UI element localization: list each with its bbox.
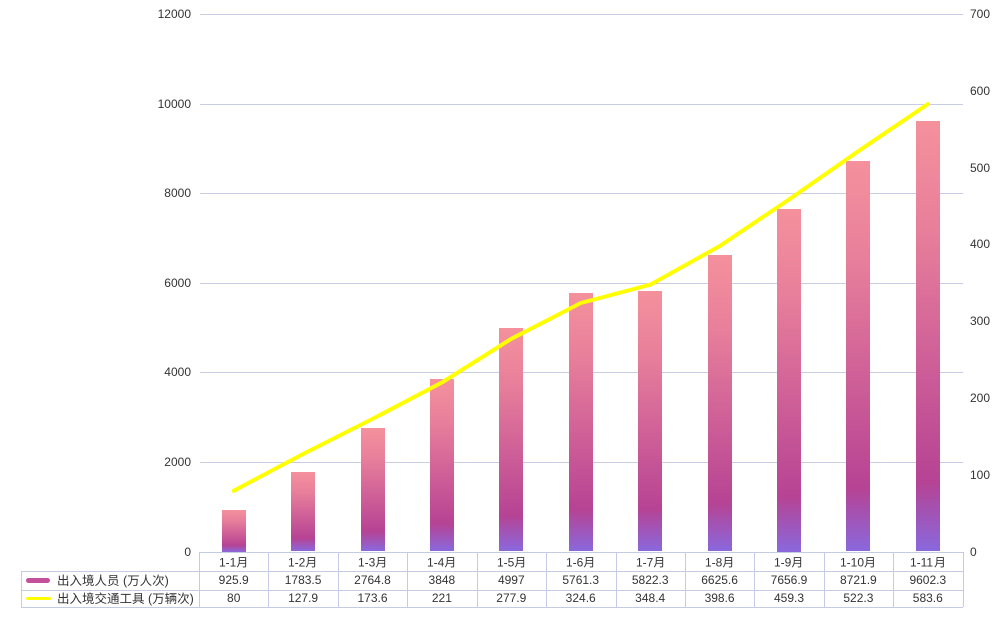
svg-text:1-1: 1-1 (219, 555, 237, 569)
svg-text:1-4: 1-4 (427, 555, 445, 569)
svg-text:1-8: 1-8 (705, 555, 723, 569)
svg-text:1-7: 1-7 (636, 555, 654, 569)
svg-text:(: ( (148, 592, 153, 606)
svg-text:): ) (165, 574, 169, 588)
svg-text:1-5: 1-5 (497, 555, 515, 569)
svg-text:): ) (190, 592, 194, 606)
svg-text:1-9: 1-9 (774, 555, 792, 569)
svg-text:1-6: 1-6 (566, 555, 584, 569)
svg-text:(: ( (123, 574, 128, 588)
svg-text:1-10: 1-10 (840, 555, 864, 569)
svg-text:1-11: 1-11 (910, 555, 933, 569)
svg-text:1-2: 1-2 (288, 555, 306, 569)
svg-text:1-3: 1-3 (358, 555, 376, 569)
